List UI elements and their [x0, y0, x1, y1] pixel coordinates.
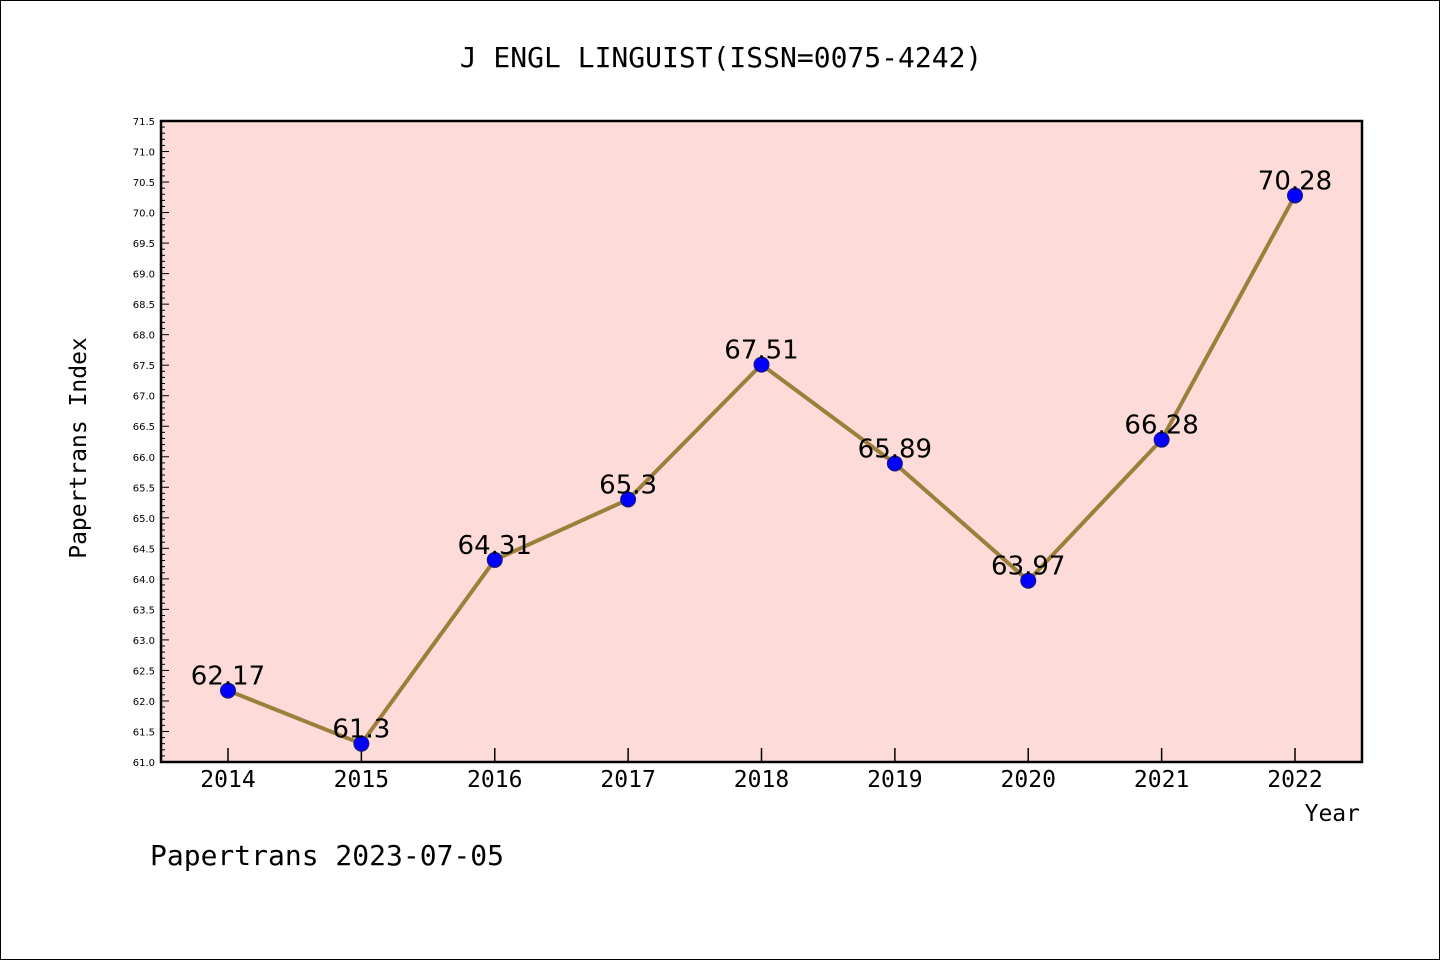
x-tick-label: 2022 [1267, 767, 1322, 793]
x-tick-label: 2014 [200, 767, 255, 793]
y-tick-label: 67.5 [133, 361, 155, 372]
data-label: 70.28 [1258, 166, 1332, 196]
y-tick-label: 70.0 [133, 209, 155, 220]
data-label: 62.17 [191, 662, 265, 692]
y-tick-label: 65.5 [133, 483, 155, 494]
x-tick-label: 2019 [867, 767, 922, 793]
y-tick-label: 71.0 [133, 148, 155, 159]
y-tick-label: 65.0 [133, 514, 155, 525]
x-tick-label: 2016 [467, 767, 522, 793]
series-papertrans-index: 62.17 61.3 64.31 65.3 67.51 65.89 63.97 66.28 70… [191, 166, 1332, 752]
chart-title: J ENGL LINGUIST(ISSN=0075-4242) [460, 41, 983, 74]
y-tick-label: 63.0 [133, 636, 155, 647]
y-axis-label: Papertrans Index [66, 337, 92, 559]
x-axis-ticks: 2014 2015 2016 2017 2018 2019 2020 2021 2022 [200, 748, 1323, 793]
data-point [1287, 187, 1303, 204]
plot-area [159, 119, 1364, 764]
y-tick-label: 70.5 [133, 178, 155, 189]
y-tick-label: 64.5 [133, 544, 155, 555]
y-tick-label: 64.0 [133, 575, 155, 586]
y-tick-label: 61.0 [133, 758, 155, 769]
x-tick-label: 2018 [734, 767, 789, 793]
y-tick-label: 63.5 [133, 605, 155, 616]
y-tick-label: 62.0 [133, 697, 155, 708]
y-tick-label: 68.0 [133, 331, 155, 342]
data-label: 63.97 [991, 552, 1065, 582]
data-point [1020, 572, 1037, 589]
data-point [1153, 431, 1170, 448]
data-label: 64.31 [458, 531, 532, 561]
data-point [220, 682, 236, 699]
data-point [620, 491, 637, 508]
x-tick-label: 2015 [334, 767, 389, 793]
x-tick-label: 2021 [1134, 767, 1189, 793]
y-tick-label: 66.5 [133, 422, 155, 433]
y-tick-label: 69.0 [133, 270, 155, 281]
y-axis-ticks: 61.0 61.5 62.0 62.5 63.0 63.5 64.0 64.5 65.0 65.5… [133, 117, 169, 769]
data-label: 66.28 [1124, 411, 1198, 441]
y-tick-label: 62.5 [133, 666, 155, 677]
x-axis-label: Year [1305, 801, 1360, 827]
data-point [753, 356, 770, 373]
y-tick-label: 67.0 [133, 392, 155, 403]
data-label: 65.3 [599, 470, 657, 500]
y-tick-label: 61.5 [133, 727, 155, 738]
y-tick-label: 66.0 [133, 453, 155, 464]
data-point [353, 735, 370, 752]
y-tick-label: 68.5 [133, 300, 155, 311]
data-label: 65.89 [858, 434, 932, 464]
y-tick-label: 69.5 [133, 239, 155, 250]
footer-credit: Papertrans 2023-07-05 [150, 839, 504, 872]
y-tick-label: 71.5 [133, 117, 155, 128]
data-label: 61.3 [332, 715, 390, 745]
data-point [486, 551, 503, 568]
x-tick-label: 2017 [600, 767, 655, 793]
x-tick-label: 2020 [1001, 767, 1056, 793]
data-point [886, 455, 903, 472]
data-label: 67.51 [724, 336, 798, 366]
